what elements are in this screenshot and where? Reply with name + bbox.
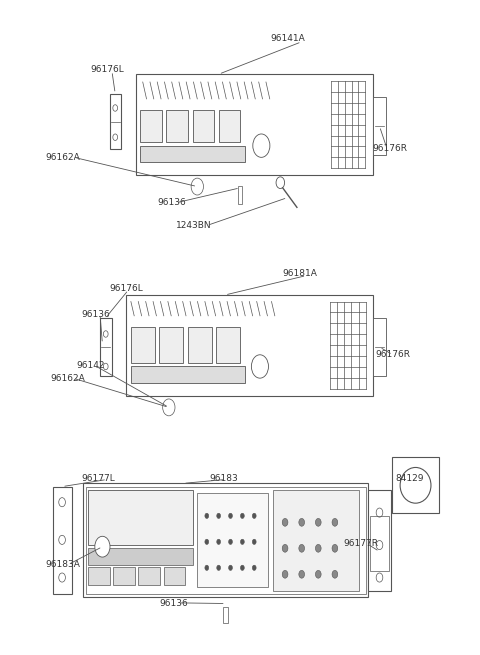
Circle shape xyxy=(376,540,383,550)
Text: 84129: 84129 xyxy=(396,474,424,483)
Bar xyxy=(392,457,439,513)
Text: 96162A: 96162A xyxy=(50,373,85,383)
Bar xyxy=(140,145,245,162)
Circle shape xyxy=(205,514,209,519)
Bar xyxy=(216,328,240,364)
Circle shape xyxy=(332,571,338,578)
Bar xyxy=(188,328,212,364)
Circle shape xyxy=(59,535,65,544)
Circle shape xyxy=(240,514,244,519)
Circle shape xyxy=(228,514,232,519)
Bar xyxy=(371,516,388,571)
Circle shape xyxy=(217,514,220,519)
Text: 96177L: 96177L xyxy=(81,474,115,483)
Circle shape xyxy=(282,571,288,578)
Text: 96183A: 96183A xyxy=(46,560,80,569)
Bar xyxy=(100,318,112,376)
Circle shape xyxy=(315,519,321,526)
Circle shape xyxy=(217,539,220,544)
Circle shape xyxy=(113,134,118,140)
Circle shape xyxy=(299,544,304,552)
Bar xyxy=(159,328,183,364)
Text: 96141A: 96141A xyxy=(271,34,306,43)
Circle shape xyxy=(315,571,321,578)
Bar xyxy=(113,567,135,586)
Text: 96136: 96136 xyxy=(157,198,186,207)
Bar xyxy=(219,110,240,142)
Bar xyxy=(368,490,391,591)
Circle shape xyxy=(163,399,175,416)
Bar xyxy=(164,567,185,586)
Bar xyxy=(88,490,192,545)
Text: 1243BN: 1243BN xyxy=(176,221,212,230)
Circle shape xyxy=(113,105,118,111)
Circle shape xyxy=(332,519,338,526)
Circle shape xyxy=(95,536,110,557)
Bar xyxy=(136,74,373,175)
Bar xyxy=(140,110,162,142)
Circle shape xyxy=(282,519,288,526)
Bar xyxy=(192,110,214,142)
Circle shape xyxy=(315,544,321,552)
Text: 96183: 96183 xyxy=(209,474,238,483)
Text: 96162A: 96162A xyxy=(46,153,80,162)
Bar xyxy=(84,483,368,597)
Bar xyxy=(223,607,228,623)
Circle shape xyxy=(240,565,244,571)
Bar xyxy=(86,487,366,594)
Text: 96136: 96136 xyxy=(81,310,110,319)
Circle shape xyxy=(59,498,65,507)
Text: 96136: 96136 xyxy=(159,599,188,608)
Text: 96176R: 96176R xyxy=(373,144,408,153)
Bar xyxy=(197,493,268,588)
Circle shape xyxy=(103,364,108,369)
Circle shape xyxy=(376,573,383,582)
Circle shape xyxy=(217,565,220,571)
Text: 96142: 96142 xyxy=(76,362,105,370)
Circle shape xyxy=(252,565,256,571)
Bar xyxy=(373,318,386,376)
Circle shape xyxy=(205,565,209,571)
Circle shape xyxy=(252,355,268,378)
Circle shape xyxy=(252,514,256,519)
Circle shape xyxy=(103,331,108,337)
Text: 96181A: 96181A xyxy=(283,269,318,278)
Circle shape xyxy=(276,177,285,189)
Text: 96176L: 96176L xyxy=(91,65,124,73)
Bar xyxy=(88,567,109,586)
Circle shape xyxy=(332,544,338,552)
Circle shape xyxy=(299,571,304,578)
Circle shape xyxy=(376,508,383,517)
Circle shape xyxy=(253,134,270,157)
Text: 96176L: 96176L xyxy=(109,284,143,293)
Bar xyxy=(131,366,245,383)
Circle shape xyxy=(252,539,256,544)
Circle shape xyxy=(299,519,304,526)
Circle shape xyxy=(282,544,288,552)
Bar xyxy=(88,548,192,565)
Text: 96177R: 96177R xyxy=(343,538,378,548)
Circle shape xyxy=(59,573,65,582)
Circle shape xyxy=(228,565,232,571)
Bar xyxy=(138,567,160,586)
Bar xyxy=(126,295,373,396)
Bar xyxy=(53,487,72,594)
Bar xyxy=(273,490,359,591)
Bar xyxy=(131,328,155,364)
Text: 96176R: 96176R xyxy=(375,350,410,360)
Bar xyxy=(167,110,188,142)
Circle shape xyxy=(191,178,204,195)
Ellipse shape xyxy=(400,468,431,503)
Bar xyxy=(373,97,386,155)
Circle shape xyxy=(240,539,244,544)
Circle shape xyxy=(205,539,209,544)
Bar xyxy=(109,94,121,149)
Bar xyxy=(238,186,242,204)
Circle shape xyxy=(228,539,232,544)
